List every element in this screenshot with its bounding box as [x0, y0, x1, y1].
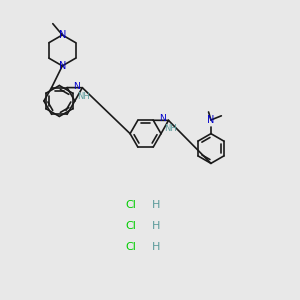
Text: Cl: Cl: [126, 200, 136, 210]
Text: N: N: [58, 30, 66, 40]
Text: NH: NH: [164, 124, 176, 133]
Text: N: N: [159, 114, 166, 123]
Text: H: H: [152, 200, 160, 210]
Text: H: H: [152, 242, 160, 252]
Text: N: N: [207, 115, 214, 125]
Text: H: H: [152, 221, 160, 231]
Text: Cl: Cl: [126, 242, 136, 252]
Text: N: N: [73, 82, 80, 91]
Text: N: N: [58, 61, 66, 71]
Text: NH: NH: [77, 92, 90, 101]
Text: Cl: Cl: [126, 221, 136, 231]
